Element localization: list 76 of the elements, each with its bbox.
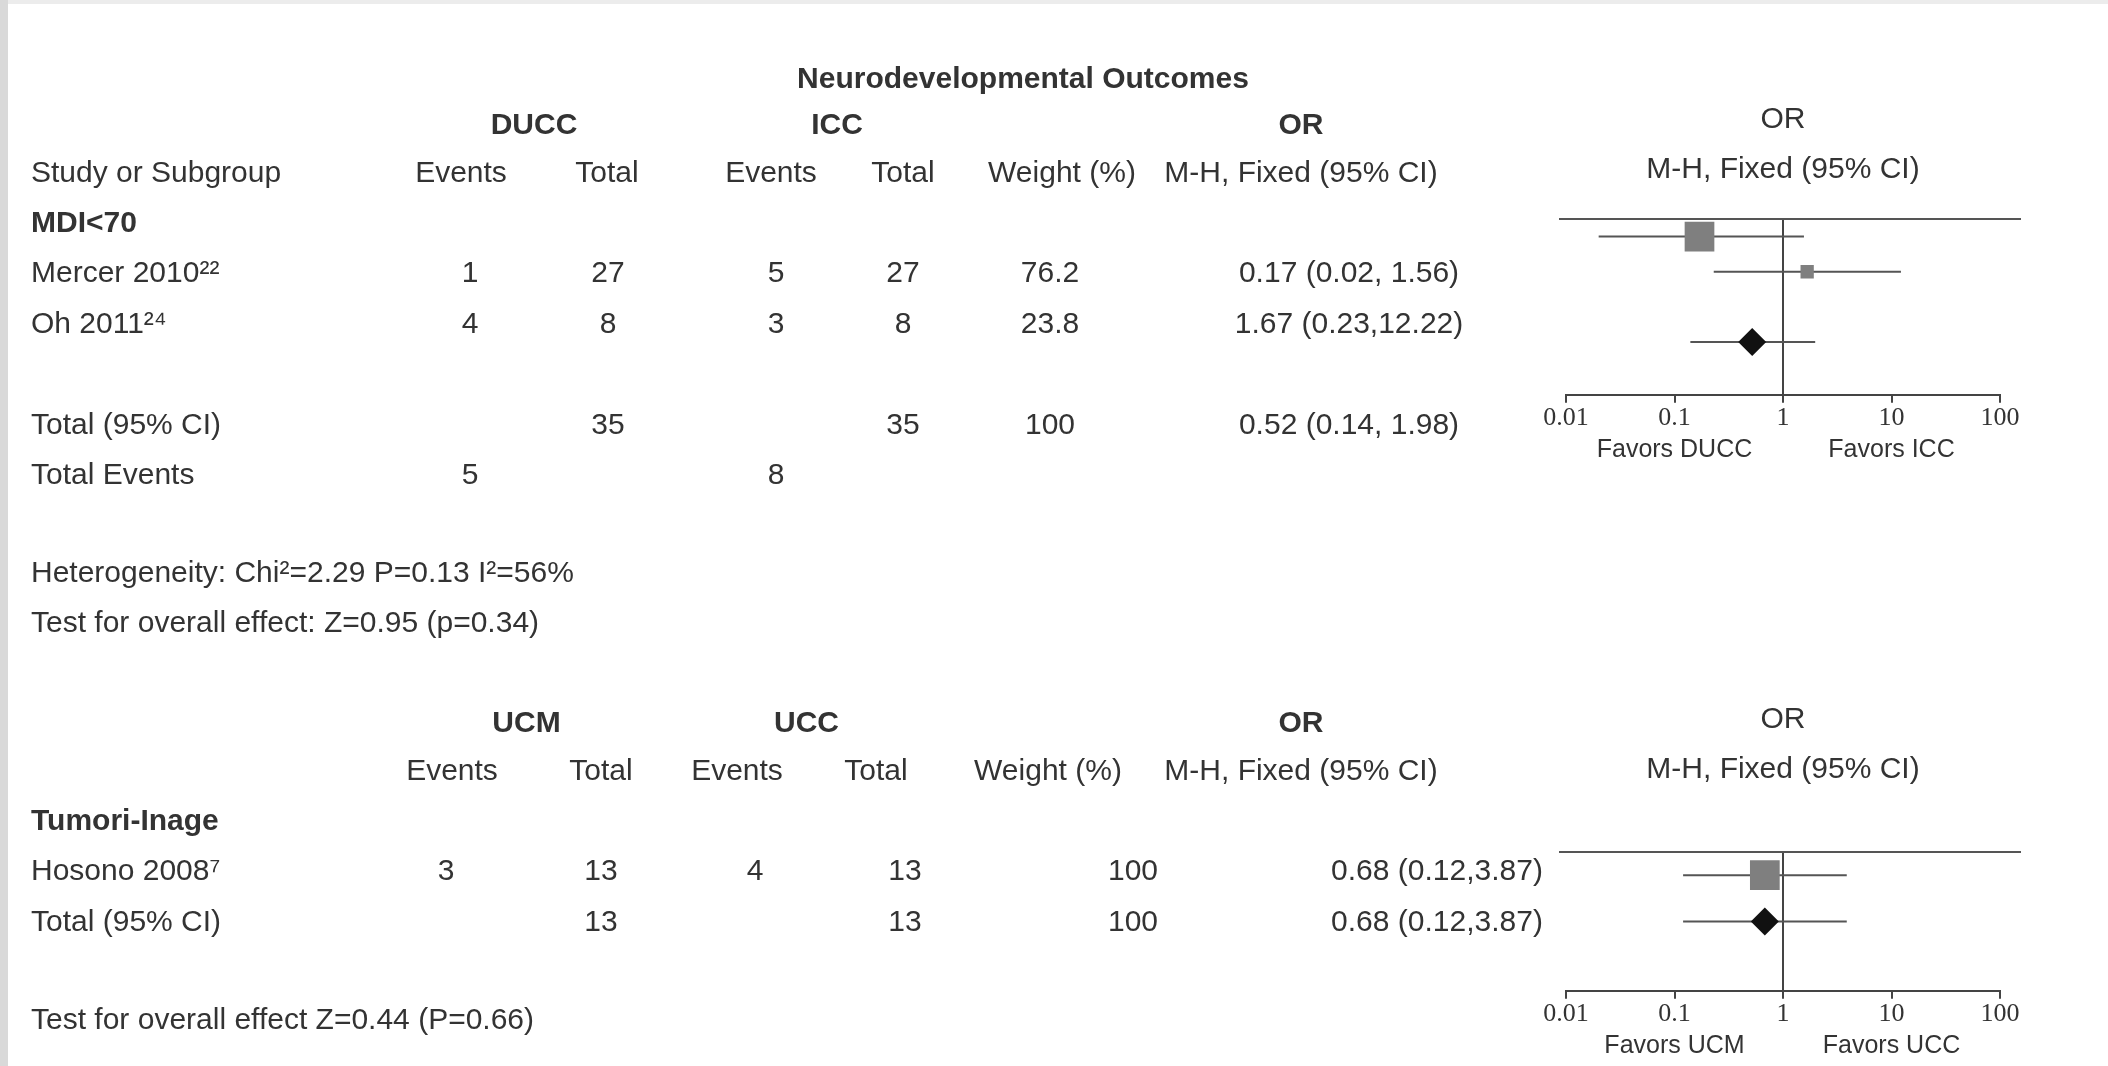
category-label: Oh 2011²⁴ <box>31 304 167 341</box>
text: DUCC <box>490 106 578 142</box>
x-tick-label: 100 <box>1980 998 2020 1028</box>
text: Events <box>725 154 817 190</box>
data-label: 27 <box>591 254 625 291</box>
data-label: 4 <box>746 852 764 889</box>
data-label: 100 <box>1107 852 1159 889</box>
chart-subtitle: M-H, Fixed (95% CI) <box>1646 751 1920 785</box>
data-label: 1.67 (0.23,12.22) <box>1234 304 1464 341</box>
data-label: 0.68 (0.12,3.87) <box>1331 902 1543 939</box>
data-label: 0.68 (0.12,3.87) <box>1331 852 1543 889</box>
category-label: MDI<70 <box>31 204 137 240</box>
text: Heterogeneity: Chi²=2.29 P=0.13 I²=56% <box>31 554 574 590</box>
chart-subtitle: M-H, Fixed (95% CI) <box>1646 151 1920 185</box>
data-label: 13 <box>584 902 618 939</box>
category-label: Total Events <box>31 456 195 492</box>
text: M-H, Fixed (95% CI) <box>1164 154 1438 190</box>
category-label: Total (95% CI) <box>31 405 222 442</box>
text: Total <box>575 154 639 190</box>
chart-title: OR <box>1760 101 1806 135</box>
data-label: 0.52 (0.14, 1.98) <box>1238 405 1460 442</box>
category-label: Hosono 2008⁷ <box>31 852 221 889</box>
data-label: 5 <box>461 456 479 492</box>
text: Favors ICC <box>1828 433 1955 462</box>
x-tick-label: 0.01 <box>1543 402 1589 432</box>
text: UCM <box>492 704 561 740</box>
text: UCC <box>774 704 839 740</box>
data-label: 13 <box>888 852 922 889</box>
x-tick-label: 0.1 <box>1658 402 1691 432</box>
data-label: 8 <box>894 304 912 341</box>
x-tick-label: 100 <box>1980 402 2020 432</box>
x-tick-label: 10 <box>1878 402 1905 432</box>
category-label: Tumori-Inage <box>31 802 219 838</box>
text: M-H, Fixed (95% CI) <box>1164 752 1438 788</box>
text: Favors UCM <box>1604 1029 1745 1058</box>
data-label: 35 <box>591 405 625 442</box>
data-label: 13 <box>888 902 922 939</box>
data-label: 23.8 <box>1020 304 1080 341</box>
data-label: 0.17 (0.02, 1.56) <box>1238 254 1460 291</box>
data-label: 76.2 <box>1020 254 1080 291</box>
data-label: 8 <box>767 456 785 492</box>
data-label: 27 <box>886 254 920 291</box>
data-label: 4 <box>461 304 479 341</box>
x-tick-label: 1 <box>1776 402 1790 432</box>
data-label: 1 <box>461 254 479 291</box>
x-tick-label: 0.01 <box>1543 998 1589 1028</box>
text: Events <box>691 752 783 788</box>
data-label: 35 <box>886 405 920 442</box>
data-label: 3 <box>767 304 785 341</box>
category-label: Total (95% CI) <box>31 902 222 939</box>
text: Test for overall effect Z=0.44 (P=0.66) <box>31 1000 535 1037</box>
data-label: 100 <box>1107 902 1159 939</box>
text: Events <box>406 752 498 788</box>
x-tick-label: 1 <box>1776 998 1790 1028</box>
data-label: 13 <box>584 852 618 889</box>
chart-title: OR <box>1760 701 1806 735</box>
category-label: Mercer 2010²² <box>31 254 220 291</box>
data-label: 8 <box>599 304 617 341</box>
text: Favors UCC <box>1822 1029 1961 1058</box>
text: Weight (%) <box>974 752 1122 788</box>
text: Total <box>569 752 633 788</box>
text: Total <box>844 752 908 788</box>
text: ICC <box>811 106 863 142</box>
text: Events <box>415 154 507 190</box>
text: Total <box>871 154 935 190</box>
text: Weight (%) <box>988 154 1136 190</box>
data-label: 3 <box>437 852 455 889</box>
text: Study or Subgroup <box>31 154 282 190</box>
text: Favors DUCC <box>1596 433 1753 462</box>
text: Neurodevelopmental Outcomes <box>797 60 1249 96</box>
text: OR <box>1278 704 1324 740</box>
text: OR <box>1278 106 1324 142</box>
text: Test for overall effect: Z=0.95 (p=0.34) <box>31 604 540 640</box>
x-tick-label: 10 <box>1878 998 1905 1028</box>
x-tick-label: 0.1 <box>1658 998 1691 1028</box>
data-label: 5 <box>767 254 785 291</box>
